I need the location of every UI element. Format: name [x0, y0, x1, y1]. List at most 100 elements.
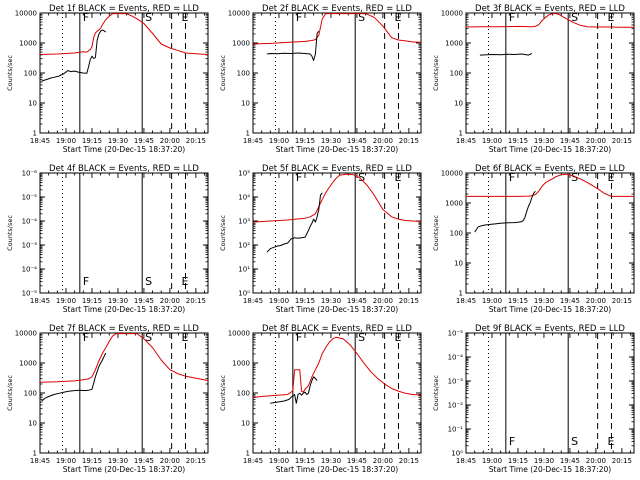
ref-label-e: E: [394, 11, 401, 24]
events-series-line: [41, 29, 107, 82]
y-axis-label: Counts/sec: [432, 55, 440, 91]
y-tick-label: 10: [454, 260, 463, 268]
axes-frame: [465, 12, 635, 134]
ref-label-s: S: [571, 435, 578, 448]
ref-label-e: E: [607, 171, 614, 184]
axes-frame: [252, 332, 422, 454]
x-tick-label: 19:00: [269, 297, 289, 305]
y-axis-label: Counts/sec: [219, 55, 227, 91]
x-tick-label: 20:00: [373, 297, 393, 305]
axes-frame: [465, 172, 635, 294]
x-tick-label: 20:15: [399, 297, 419, 305]
x-axis-label: Start Time (20-Dec-15 18:37:20): [276, 305, 398, 314]
y-axis-label: Counts/sec: [219, 375, 227, 411]
ref-label-f: F: [83, 331, 89, 344]
x-tick-label: 20:15: [612, 297, 632, 305]
x-tick-label: 19:00: [482, 297, 502, 305]
axes-frame: [39, 332, 209, 454]
y-tick-label: 1000: [19, 40, 37, 48]
y-tick-label: 1000: [232, 360, 250, 368]
y-tick-label: 10000: [441, 170, 463, 178]
x-tick-label: 19:45: [560, 297, 580, 305]
x-tick-label: 20:00: [160, 297, 180, 305]
y-tick-label: 1000: [445, 200, 463, 208]
events-series-line: [266, 30, 320, 61]
ref-label-f: F: [296, 11, 302, 24]
panel-3: Det 3f BLACK = Events, RED = LLD 1 10 100 10…: [432, 4, 635, 154]
y-tick-label: 10000: [228, 10, 250, 18]
x-tick-label: 19:45: [347, 137, 367, 145]
x-axis-label: Start Time (20-Dec-15 18:37:20): [63, 145, 185, 154]
y-tick-label: 10000: [15, 10, 37, 18]
y-tick-label: 100: [450, 70, 463, 78]
y-tick-label: 1: [246, 130, 250, 138]
ref-label-f: F: [509, 11, 515, 24]
x-tick-label: 19:00: [269, 137, 289, 145]
x-tick-label: 19:45: [347, 457, 367, 465]
x-tick-label: 19:30: [108, 457, 128, 465]
x-tick-label: 18:45: [243, 297, 263, 305]
ref-label-f: F: [509, 435, 515, 448]
y-tick-label: 10⁻³: [448, 378, 464, 386]
panel-title: Det 5f BLACK = Events, RED = LLD: [262, 164, 412, 174]
y-tick-label: 100: [450, 230, 463, 238]
panel-title: Det 9f BLACK = Events, RED = LLD: [475, 324, 625, 334]
x-tick-label: 18:45: [243, 137, 263, 145]
x-tick-label: 19:30: [534, 297, 554, 305]
x-tick-label: 19:00: [56, 297, 76, 305]
panel-title: Det 1f BLACK = Events, RED = LLD: [49, 4, 199, 14]
panel-title: Det 4f BLACK = Events, RED = LLD: [49, 164, 199, 174]
y-tick-label: 1000: [445, 40, 463, 48]
events-series-line: [474, 190, 536, 233]
x-tick-label: 19:30: [108, 137, 128, 145]
y-tick-label: 1: [459, 130, 463, 138]
y-tick-label: 10⁵: [238, 170, 250, 178]
x-tick-label: 19:15: [508, 457, 528, 465]
events-series-line: [266, 192, 323, 253]
x-tick-label: 19:15: [82, 297, 102, 305]
y-tick-label: 1: [459, 290, 463, 298]
x-tick-label: 18:45: [456, 137, 476, 145]
panel-title: Det 2f BLACK = Events, RED = LLD: [262, 4, 412, 14]
x-tick-label: 20:15: [612, 137, 632, 145]
events-series-line: [479, 53, 533, 56]
x-tick-label: 19:15: [508, 137, 528, 145]
x-tick-label: 18:45: [30, 137, 50, 145]
x-tick-label: 19:30: [534, 457, 554, 465]
panel-7: Det 7f BLACK = Events, RED = LLD 1 10 100 10…: [6, 324, 209, 474]
panel-2: Det 2f BLACK = Events, RED = LLD 1 10 100 10…: [219, 4, 422, 154]
x-tick-label: 19:00: [56, 137, 76, 145]
y-tick-label: 10: [28, 100, 37, 108]
x-tick-label: 20:15: [186, 297, 206, 305]
x-axis-label: Start Time (20-Dec-15 18:37:20): [63, 465, 185, 474]
y-tick-label: 10: [241, 100, 250, 108]
y-tick-label: 10⁻⁴: [22, 218, 38, 226]
ref-label-f: F: [509, 171, 515, 184]
ref-label-s: S: [145, 331, 152, 344]
lld-series-line: [252, 13, 422, 45]
x-axis-label: Start Time (20-Dec-15 18:37:20): [276, 145, 398, 154]
ref-label-e: E: [181, 275, 188, 288]
x-tick-label: 19:30: [321, 457, 341, 465]
y-tick-label: 1000: [232, 40, 250, 48]
x-tick-label: 18:45: [243, 457, 263, 465]
panel-9: Det 9f BLACK = Events, RED = LLD 10⁰ 10⁻¹ 1…: [432, 324, 635, 474]
y-tick-label: 10⁻⁵: [22, 194, 38, 202]
x-tick-label: 20:00: [373, 137, 393, 145]
y-tick-label: 10³: [238, 218, 250, 226]
panel-6: Det 6f BLACK = Events, RED = LLD 1 10 100 10…: [432, 164, 635, 314]
y-axis-label: Counts/sec: [219, 215, 227, 251]
x-tick-label: 20:15: [399, 137, 419, 145]
axes-frame: [252, 12, 422, 134]
x-axis-label: Start Time (20-Dec-15 18:37:20): [489, 145, 611, 154]
x-tick-label: 20:00: [373, 457, 393, 465]
y-tick-label: 100: [237, 70, 250, 78]
ref-label-s: S: [145, 275, 152, 288]
x-tick-label: 20:00: [586, 137, 606, 145]
x-tick-label: 19:45: [134, 297, 154, 305]
x-tick-label: 19:15: [82, 457, 102, 465]
y-tick-label: 10000: [228, 330, 250, 338]
y-tick-label: 10⁻⁶: [22, 170, 38, 178]
y-tick-label: 10000: [441, 10, 463, 18]
y-tick-label: 10⁰: [238, 290, 250, 298]
